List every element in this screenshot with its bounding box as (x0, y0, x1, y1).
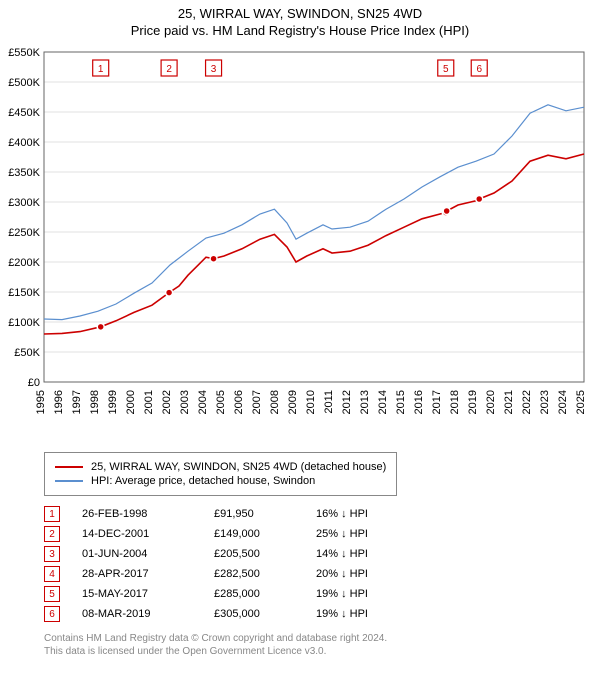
sale-date: 14-DEC-2001 (82, 528, 192, 540)
table-row: 5 15-MAY-2017 £285,000 19% ↓ HPI (44, 586, 580, 602)
table-row: 4 28-APR-2017 £282,500 20% ↓ HPI (44, 566, 580, 582)
sale-index-box: 6 (44, 606, 60, 622)
svg-text:2010: 2010 (305, 390, 317, 414)
svg-text:2017: 2017 (431, 390, 443, 414)
svg-text:£450K: £450K (8, 107, 40, 119)
sale-date: 15-MAY-2017 (82, 588, 192, 600)
svg-text:2013: 2013 (359, 390, 371, 414)
legend-item: 25, WIRRAL WAY, SWINDON, SN25 4WD (detac… (55, 461, 386, 473)
sale-pct-vs-hpi: 19% ↓ HPI (316, 588, 406, 600)
svg-text:£300K: £300K (8, 197, 40, 209)
svg-text:2002: 2002 (161, 390, 173, 414)
svg-text:2: 2 (166, 64, 172, 75)
svg-text:£250K: £250K (8, 227, 40, 239)
footnote-line: This data is licensed under the Open Gov… (44, 645, 580, 658)
table-row: 1 26-FEB-1998 £91,950 16% ↓ HPI (44, 506, 580, 522)
svg-text:£150K: £150K (8, 287, 40, 299)
svg-text:1998: 1998 (89, 390, 101, 414)
svg-text:3: 3 (211, 64, 217, 75)
footnote: Contains HM Land Registry data © Crown c… (44, 632, 580, 658)
sale-price: £285,000 (214, 588, 294, 600)
legend-item: HPI: Average price, detached house, Swin… (55, 475, 386, 487)
svg-text:2008: 2008 (269, 390, 281, 414)
svg-text:2004: 2004 (197, 390, 209, 414)
svg-text:£350K: £350K (8, 167, 40, 179)
svg-text:2000: 2000 (125, 390, 137, 414)
svg-text:2018: 2018 (449, 390, 461, 414)
svg-text:£100K: £100K (8, 317, 40, 329)
sale-price: £305,000 (214, 608, 294, 620)
sale-pct-vs-hpi: 14% ↓ HPI (316, 548, 406, 560)
legend-label: 25, WIRRAL WAY, SWINDON, SN25 4WD (detac… (91, 461, 386, 473)
svg-text:2014: 2014 (377, 390, 389, 414)
sale-price: £91,950 (214, 508, 294, 520)
svg-text:1: 1 (98, 64, 104, 75)
svg-text:6: 6 (476, 64, 482, 75)
svg-text:2023: 2023 (539, 390, 551, 414)
sale-index-box: 4 (44, 566, 60, 582)
svg-text:1997: 1997 (71, 390, 83, 414)
legend: 25, WIRRAL WAY, SWINDON, SN25 4WD (detac… (44, 452, 397, 496)
legend-swatch (55, 466, 83, 468)
sale-index-box: 1 (44, 506, 60, 522)
svg-text:2020: 2020 (485, 390, 497, 414)
sale-index-box: 2 (44, 526, 60, 542)
svg-text:1999: 1999 (107, 390, 119, 414)
sale-date: 01-JUN-2004 (82, 548, 192, 560)
svg-text:£500K: £500K (8, 77, 40, 89)
svg-text:2003: 2003 (179, 390, 191, 414)
sale-index-box: 5 (44, 586, 60, 602)
sale-price: £149,000 (214, 528, 294, 540)
svg-text:2016: 2016 (413, 390, 425, 414)
table-row: 2 14-DEC-2001 £149,000 25% ↓ HPI (44, 526, 580, 542)
legend-label: HPI: Average price, detached house, Swin… (91, 475, 315, 487)
sale-date: 08-MAR-2019 (82, 608, 192, 620)
price-chart: £0 £50K £100K £150K £200K £250K £300K £350K £400… (0, 44, 600, 444)
footnote-line: Contains HM Land Registry data © Crown c… (44, 632, 580, 645)
page-subtitle: Price paid vs. HM Land Registry's House … (0, 23, 600, 38)
sale-pct-vs-hpi: 25% ↓ HPI (316, 528, 406, 540)
sale-date: 28-APR-2017 (82, 568, 192, 580)
legend-swatch (55, 480, 83, 482)
sale-price: £282,500 (214, 568, 294, 580)
svg-text:2007: 2007 (251, 390, 263, 414)
sale-date: 26-FEB-1998 (82, 508, 192, 520)
svg-text:2022: 2022 (521, 390, 533, 414)
sale-price: £205,500 (214, 548, 294, 560)
table-row: 3 01-JUN-2004 £205,500 14% ↓ HPI (44, 546, 580, 562)
chart-container: £0 £50K £100K £150K £200K £250K £300K £350K £400… (0, 44, 600, 444)
sale-pct-vs-hpi: 16% ↓ HPI (316, 508, 406, 520)
svg-text:£400K: £400K (8, 137, 40, 149)
svg-text:5: 5 (443, 64, 449, 75)
svg-text:2009: 2009 (287, 390, 299, 414)
svg-text:2005: 2005 (215, 390, 227, 414)
svg-text:£50K: £50K (14, 347, 40, 359)
svg-text:1995: 1995 (35, 390, 47, 414)
sales-table: 1 26-FEB-1998 £91,950 16% ↓ HPI 2 14-DEC-2001… (44, 506, 580, 622)
svg-text:2012: 2012 (341, 390, 353, 414)
svg-text:2024: 2024 (557, 390, 569, 414)
svg-text:2011: 2011 (323, 390, 335, 414)
table-row: 6 08-MAR-2019 £305,000 19% ↓ HPI (44, 606, 580, 622)
svg-text:2001: 2001 (143, 390, 155, 414)
svg-text:1996: 1996 (53, 390, 65, 414)
svg-text:2006: 2006 (233, 390, 245, 414)
sale-pct-vs-hpi: 19% ↓ HPI (316, 608, 406, 620)
svg-text:£200K: £200K (8, 257, 40, 269)
svg-text:2019: 2019 (467, 390, 479, 414)
svg-text:2025: 2025 (575, 390, 587, 414)
svg-text:2015: 2015 (395, 390, 407, 414)
svg-text:£550K: £550K (8, 47, 40, 59)
svg-text:£0: £0 (28, 377, 40, 389)
svg-text:2021: 2021 (503, 390, 515, 414)
sale-index-box: 3 (44, 546, 60, 562)
sale-pct-vs-hpi: 20% ↓ HPI (316, 568, 406, 580)
page-title: 25, WIRRAL WAY, SWINDON, SN25 4WD (0, 6, 600, 21)
